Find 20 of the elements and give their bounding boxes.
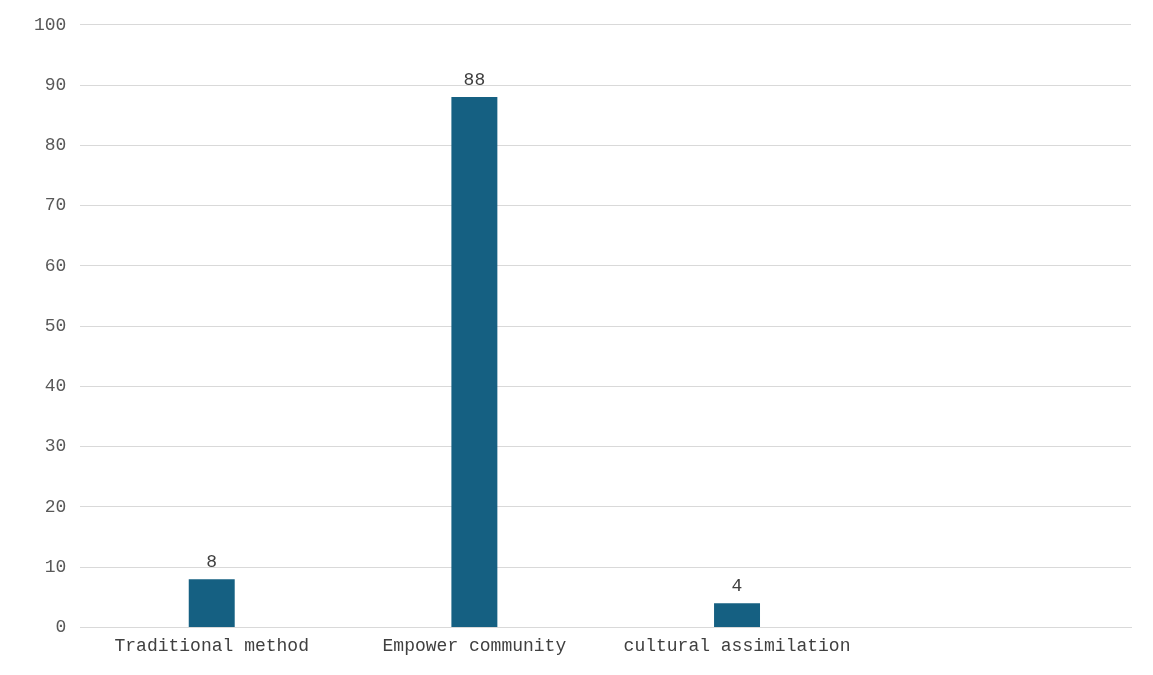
bar	[451, 97, 498, 627]
y-tick-label: 10	[44, 556, 67, 577]
y-tick-label: 80	[44, 135, 67, 156]
y-tick-label: 0	[55, 617, 67, 638]
y-tick-label: 70	[44, 195, 67, 216]
data-label: 4	[731, 576, 743, 597]
y-tick-label: 90	[44, 74, 67, 95]
y-tick-label: 50	[44, 315, 67, 336]
bar	[188, 579, 235, 627]
y-tick-label: 30	[44, 436, 67, 457]
y-tick-label: 40	[44, 376, 67, 397]
data-label: 88	[463, 69, 486, 90]
y-tick-label: 100	[34, 14, 67, 35]
y-tick-label: 20	[44, 496, 67, 517]
x-tick-label: cultural assimilation	[623, 635, 851, 656]
bar	[714, 603, 761, 627]
x-tick-label: Traditional method	[114, 635, 309, 656]
y-tick-label: 60	[44, 255, 67, 276]
data-label: 8	[206, 551, 218, 572]
x-tick-label: Empower community	[382, 635, 567, 656]
